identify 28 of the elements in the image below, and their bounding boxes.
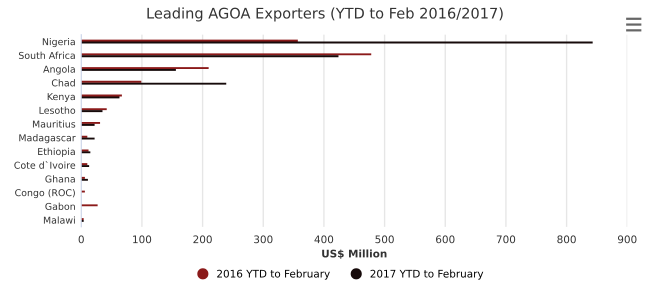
y-tick-label: Lesotho bbox=[40, 106, 76, 114]
legend-label: 2016 YTD to February bbox=[217, 270, 330, 280]
y-tick-label: Congo (ROC) bbox=[15, 188, 75, 198]
y-tick-label: Nigeria bbox=[42, 38, 75, 48]
x-tick-label: 0 bbox=[78, 235, 84, 244]
y-tick-label: Ghana bbox=[45, 175, 75, 183]
y-tick-label: Mauritius bbox=[32, 120, 76, 128]
x-tick-label: 900 bbox=[618, 235, 636, 244]
x-axis-title: US$ Million bbox=[322, 249, 386, 259]
legend-label: 2017 YTD to February bbox=[370, 270, 484, 280]
x-tick-label: 200 bbox=[193, 235, 212, 244]
y-tick-label: South Africa bbox=[18, 52, 75, 59]
x-tick-label: 300 bbox=[254, 235, 272, 244]
y-tick-label: Chad bbox=[52, 79, 75, 86]
y-tick-label: Cote d`Ivoire bbox=[14, 161, 76, 169]
y-tick-label: Malawi bbox=[44, 216, 75, 224]
x-tick-label: 400 bbox=[314, 235, 334, 244]
y-tick-label: Madagascar bbox=[19, 134, 76, 144]
x-tick-label: 500 bbox=[375, 235, 394, 244]
x-tick-label: 800 bbox=[557, 235, 576, 244]
chart-title: Leading AGOA Exporters (YTD to Feb 2016/2017) bbox=[147, 7, 503, 22]
y-tick-label: Gabon bbox=[45, 202, 75, 210]
x-tick-label: 700 bbox=[496, 235, 516, 244]
y-tick-label: Angola bbox=[43, 65, 75, 75]
x-tick-label: 600 bbox=[436, 235, 454, 244]
y-tick-label: Kenya bbox=[48, 93, 75, 102]
x-tick-label: 100 bbox=[133, 235, 152, 244]
y-tick-label: Ethiopia bbox=[38, 148, 75, 157]
